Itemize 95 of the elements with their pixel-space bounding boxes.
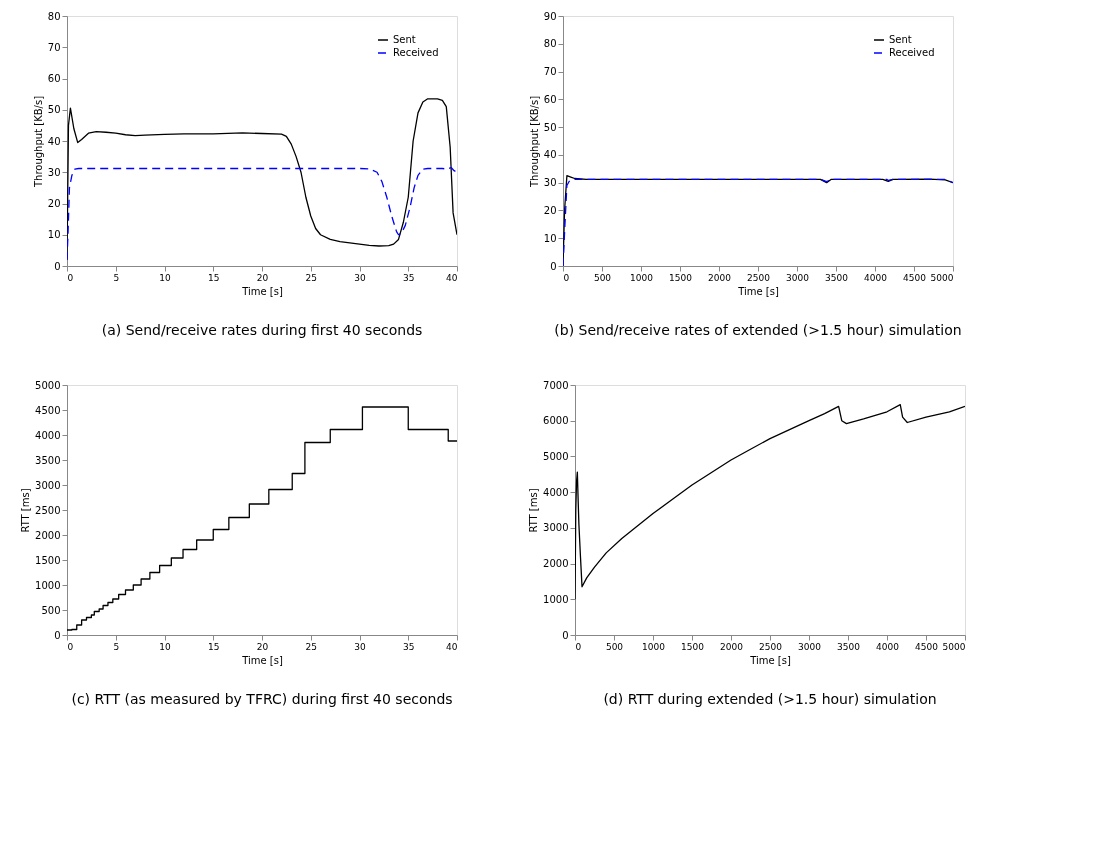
x-axis-title: Time [s] bbox=[241, 654, 283, 666]
x-tick-label: 3000 bbox=[798, 641, 822, 652]
y-axis-title: Throughput [KB/s] bbox=[528, 95, 540, 189]
x-tick-label: 2000 bbox=[720, 641, 744, 652]
x-tick-label: 500 bbox=[593, 272, 612, 283]
x-tick-label: 0 bbox=[67, 272, 74, 283]
x-tick-label: 500 bbox=[605, 641, 624, 652]
y-tick-label: 10 bbox=[47, 229, 61, 241]
y-tick-label: 0 bbox=[54, 629, 61, 641]
y-tick-label: 3000 bbox=[543, 522, 569, 534]
y-tick-label: 1000 bbox=[543, 593, 569, 605]
x-tick-label: 10 bbox=[159, 272, 171, 283]
x-tick-label: 1000 bbox=[642, 641, 666, 652]
y-tick-label: 6000 bbox=[543, 415, 569, 427]
y-tick-label: 40 bbox=[543, 149, 557, 161]
text: (d) RTT during extended (>1.5 hour) simulation bbox=[603, 691, 937, 707]
y-tick-label: 50 bbox=[543, 121, 557, 133]
x-tick-label: 0 bbox=[575, 641, 582, 652]
y-tick-label: 60 bbox=[47, 73, 61, 84]
y-tick-label: 3500 bbox=[35, 454, 61, 466]
y-tick-label: 50 bbox=[47, 104, 61, 116]
x-tick-label: 30 bbox=[354, 272, 366, 283]
y-tick-label: 60 bbox=[543, 93, 557, 105]
x-tick-label: 25 bbox=[305, 641, 317, 652]
x-tick-label: 3000 bbox=[786, 272, 810, 283]
x-tick-label: 4000 bbox=[864, 272, 888, 283]
x-tick-label: 3500 bbox=[825, 272, 849, 283]
y-tick-label: 4000 bbox=[543, 486, 569, 498]
x-tick-label: 1000 bbox=[630, 272, 654, 283]
x-tick-label: 35 bbox=[403, 641, 415, 652]
y-tick-label: 7000 bbox=[543, 379, 569, 391]
y-tick-label: 0 bbox=[550, 260, 557, 272]
x-tick-label: 4000 bbox=[876, 641, 900, 652]
y-axis-title: RTT [ms] bbox=[528, 488, 540, 533]
y-tick-label: 80 bbox=[47, 10, 61, 22]
y-tick-label: 20 bbox=[543, 204, 557, 216]
y-tick-label: 2500 bbox=[35, 504, 61, 516]
x-axis-title: Time [s] bbox=[749, 654, 791, 666]
x-tick-label: 0 bbox=[67, 641, 74, 652]
y-tick-label: 70 bbox=[543, 66, 557, 78]
x-tick-label: 40 bbox=[446, 641, 458, 652]
y-tick-label: 30 bbox=[47, 166, 61, 178]
x-tick-label: 5 bbox=[113, 641, 120, 652]
x-tick-label: 3500 bbox=[837, 641, 861, 652]
y-tick-label: 80 bbox=[543, 38, 557, 50]
text: (b) Send/receive rates of extended (>1.5 hour) simulation bbox=[554, 322, 962, 338]
y-tick-label: 20 bbox=[47, 198, 61, 209]
line-series bbox=[67, 166, 457, 261]
text: (c) RTT (as measured by TFRC) during first 40 seconds bbox=[71, 691, 453, 707]
y-tick-label: 2000 bbox=[35, 529, 61, 541]
x-tick-label: 10 bbox=[159, 641, 171, 652]
y-tick-label: 40 bbox=[47, 135, 61, 147]
x-tick-label: 1500 bbox=[669, 272, 693, 283]
x-tick-label: 15 bbox=[208, 272, 220, 283]
x-tick-label: 20 bbox=[256, 641, 269, 652]
x-tick-label: 5000 bbox=[942, 641, 966, 652]
x-tick-label: 1500 bbox=[681, 641, 705, 652]
y-tick-label: 90 bbox=[543, 10, 557, 22]
legend-label: Received bbox=[393, 47, 439, 58]
y-tick-label: 30 bbox=[543, 177, 557, 189]
x-tick-label: 2500 bbox=[747, 272, 771, 283]
x-tick-label: 5 bbox=[113, 272, 120, 283]
y-tick-label: 0 bbox=[54, 260, 61, 272]
legend-label: Received bbox=[889, 47, 935, 58]
x-tick-label: 15 bbox=[208, 641, 220, 652]
y-tick-label: 70 bbox=[47, 41, 61, 53]
y-tick-label: 5000 bbox=[35, 379, 61, 391]
text: (a) Send/receive rates during first 40 seconds bbox=[101, 322, 423, 338]
x-tick-label: 25 bbox=[305, 272, 317, 283]
x-tick-label: 40 bbox=[446, 272, 458, 283]
y-tick-label: 1500 bbox=[35, 554, 61, 566]
y-axis-title: Throughput [KB/s] bbox=[32, 95, 44, 189]
y-tick-label: 4000 bbox=[35, 429, 61, 441]
y-tick-label: 0 bbox=[562, 629, 569, 641]
y-tick-label: 4500 bbox=[35, 404, 61, 416]
y-axis-title: RTT [ms] bbox=[20, 488, 32, 533]
x-axis-title: Time [s] bbox=[241, 285, 283, 297]
x-tick-label: 4500 bbox=[915, 641, 939, 652]
x-tick-label: 5000 bbox=[930, 272, 954, 283]
y-tick-label: 500 bbox=[41, 604, 61, 616]
legend-label: Sent bbox=[889, 34, 912, 45]
y-tick-label: 2000 bbox=[543, 558, 569, 570]
x-tick-label: 4500 bbox=[903, 272, 927, 283]
x-tick-label: 20 bbox=[256, 272, 269, 283]
y-tick-label: 5000 bbox=[543, 450, 569, 462]
y-tick-label: 10 bbox=[543, 232, 557, 244]
x-tick-label: 35 bbox=[403, 272, 415, 283]
x-tick-label: 2000 bbox=[708, 272, 732, 283]
y-tick-label: 1000 bbox=[35, 579, 61, 591]
x-tick-label: 30 bbox=[354, 641, 366, 652]
x-tick-label: 2500 bbox=[759, 641, 783, 652]
x-axis-title: Time [s] bbox=[737, 285, 779, 297]
y-tick-label: 3000 bbox=[35, 479, 61, 491]
legend-label: Sent bbox=[393, 34, 416, 45]
line-series bbox=[575, 403, 965, 600]
